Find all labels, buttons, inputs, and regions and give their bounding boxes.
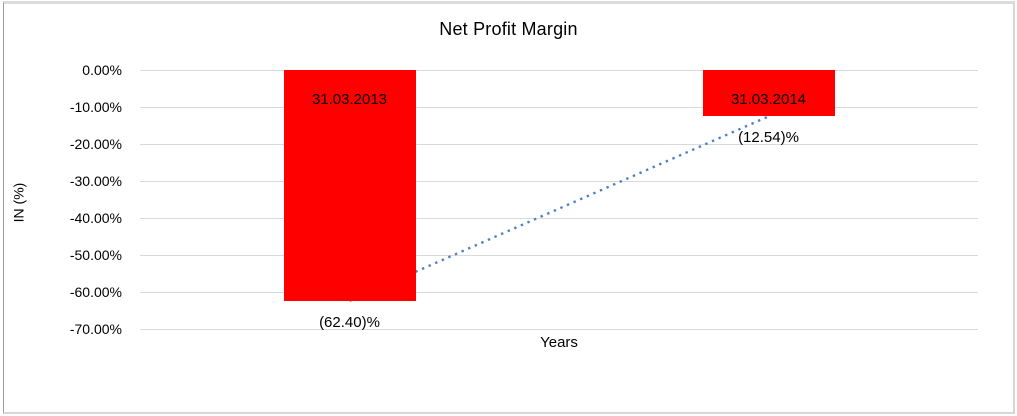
bar-category-label: 31.03.2014 [730,91,807,108]
y-tick-label: -60.00% [69,284,122,300]
bar-category-label: 31.03.2013 [311,91,388,108]
y-tick-label: -40.00% [69,210,122,226]
gridline [140,254,978,256]
gridline [140,180,978,182]
bar-value-label: (12.54)% [738,129,799,147]
bar-value-label: (62.40)% [319,313,380,331]
gridline [140,143,978,145]
bar-31.03.2013: 31.03.2013 [283,70,416,301]
y-tick-label: -50.00% [69,247,122,263]
y-axis-title: IN (%) [10,182,27,223]
bar-31.03.2014: 31.03.2014 [702,70,835,117]
gridline [140,69,978,71]
chart-title: Net Profit Margin [439,19,578,39]
gridline [140,106,978,108]
gridline [140,328,978,330]
chart-border [3,1,1015,414]
y-tick-label: -30.00% [69,173,122,189]
gridline [140,217,978,219]
y-tick-label: -20.00% [69,136,122,152]
x-axis-title: Years [540,334,578,351]
y-tick-label: 0.00% [82,62,122,78]
gridline [140,291,978,293]
y-tick-label: -10.00% [69,99,122,115]
y-tick-label: -70.00% [69,321,122,337]
